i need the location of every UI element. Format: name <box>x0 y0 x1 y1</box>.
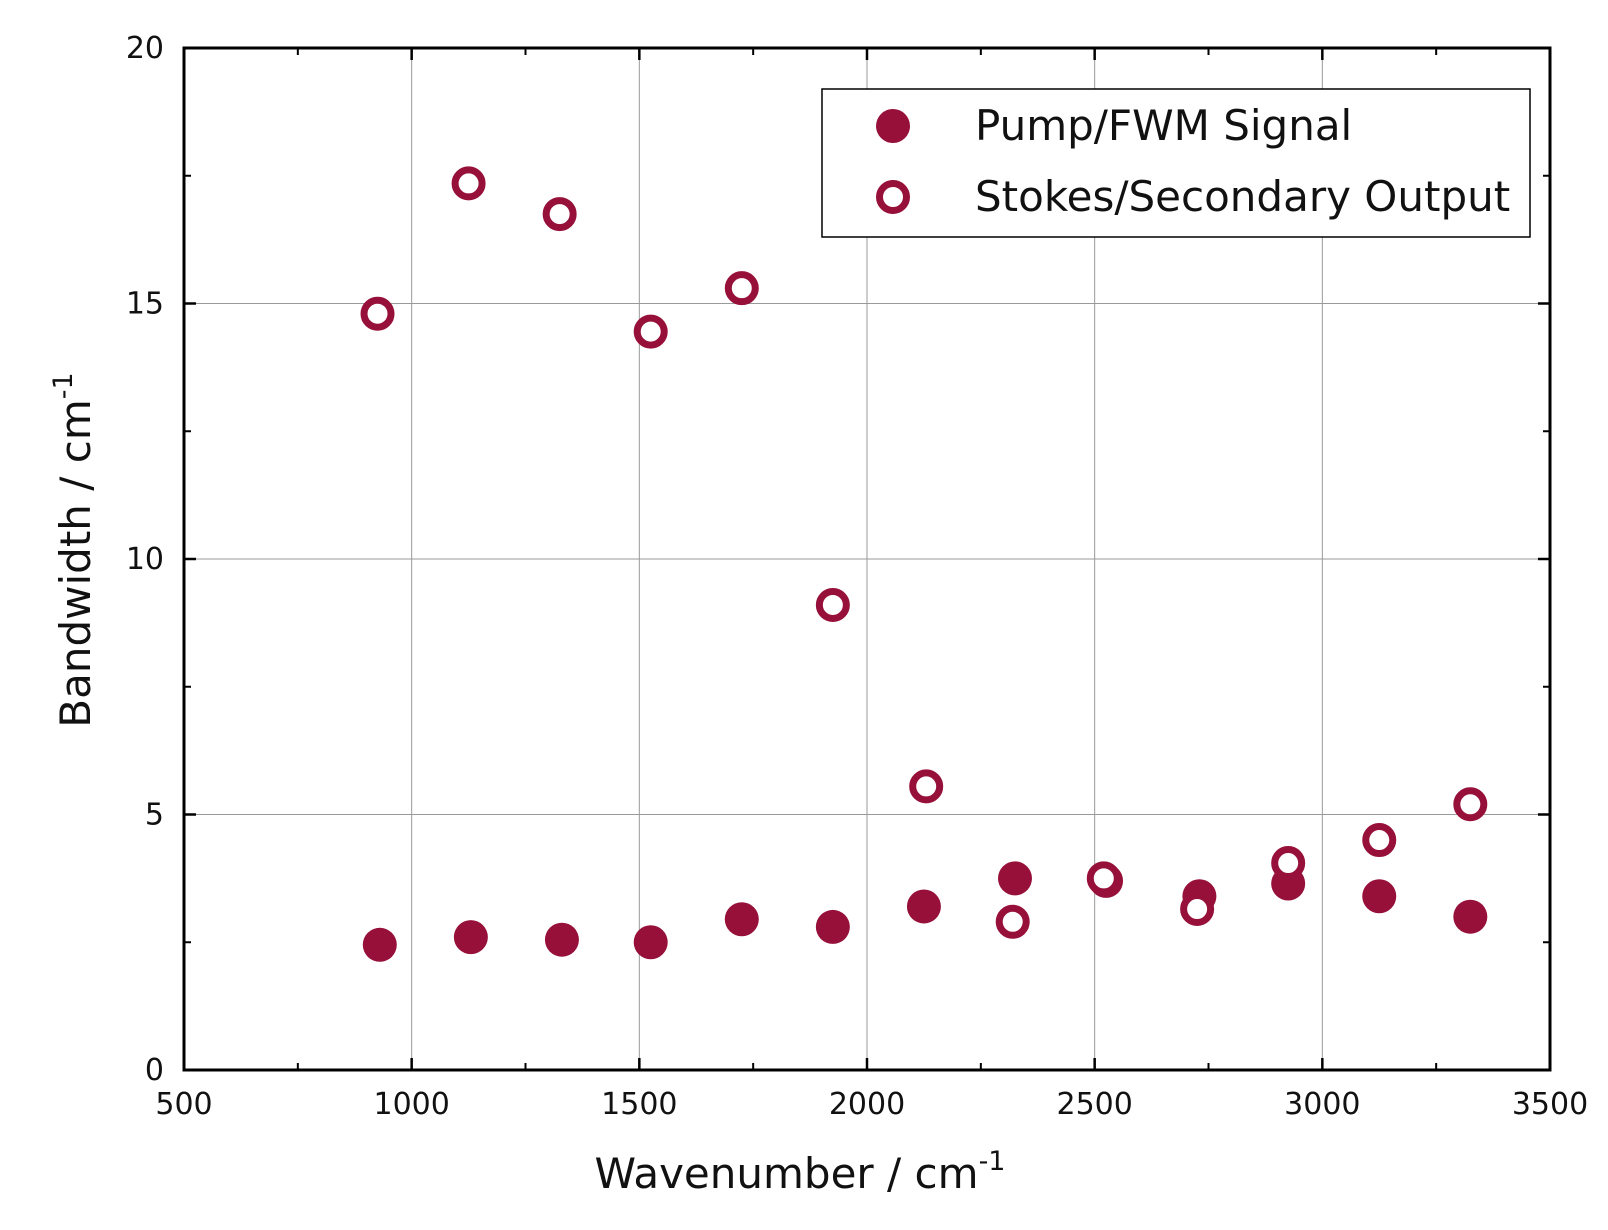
x-tick-label: 3500 <box>1512 1087 1588 1122</box>
legend-label-pump: Pump/FWM Signal <box>975 101 1352 150</box>
stokes-output-point <box>909 769 944 804</box>
pump-signal-point <box>544 922 579 957</box>
x-tick-label: 3000 <box>1284 1087 1360 1122</box>
y-tick-label: 15 <box>126 287 164 322</box>
pump-signal-point <box>633 925 668 960</box>
stokes-output-point <box>360 296 395 331</box>
plot-frame <box>182 46 1552 1072</box>
stokes-output-point <box>1180 892 1215 927</box>
x-axis-label: Wavenumber / cm-1 <box>595 1146 1006 1198</box>
stokes-output-point <box>995 904 1030 939</box>
x-tick-label: 2500 <box>1056 1087 1132 1122</box>
y-tick-label: 10 <box>126 542 164 577</box>
legend-marker-open <box>876 180 910 214</box>
stokes-output-point <box>1453 787 1488 822</box>
y-tick-label: 5 <box>145 798 164 833</box>
stokes-output-point <box>1362 823 1397 858</box>
x-tick-label: 1500 <box>601 1087 677 1122</box>
y-axis-label: Bandwidth / cm-1 <box>48 372 100 727</box>
stokes-output-point <box>815 587 850 622</box>
y-tick-label: 0 <box>145 1053 164 1088</box>
x-axis-label-text: Wavenumber / cm <box>595 1149 979 1198</box>
y-tick-label: 20 <box>126 31 164 66</box>
pump-signal-point <box>815 909 850 944</box>
x-tick-label: 500 <box>155 1087 212 1122</box>
stokes-output-point <box>633 314 668 349</box>
stokes-output-point <box>1086 861 1121 896</box>
pump-signal-point <box>724 902 759 937</box>
y-axis-label-superscript: -1 <box>48 372 79 399</box>
stokes-output-point <box>724 271 759 306</box>
pump-signal-point <box>997 861 1032 896</box>
x-tick-label: 2000 <box>829 1087 905 1122</box>
pump-signal-point <box>1453 899 1488 934</box>
pump-signal-point <box>453 920 488 955</box>
tick-labels: 500 1000 1500 2000 2500 3000 3500 0 5 10 15 20 <box>126 31 1588 1122</box>
legend-label-stokes: Stokes/Secondary Output <box>975 172 1510 221</box>
pump-signal-point <box>906 889 941 924</box>
stokes-output-point <box>542 197 577 232</box>
legend: Pump/FWM Signal Stokes/Secondary Output <box>821 88 1531 238</box>
legend-marker-filled <box>876 109 910 143</box>
legend-box <box>821 88 1531 238</box>
y-axis-label-text: Bandwidth / cm <box>51 399 100 727</box>
x-tick-label: 1000 <box>373 1087 449 1122</box>
pump-signal-point <box>1362 879 1397 914</box>
stokes-output-point <box>451 166 486 201</box>
data-points <box>360 166 1488 962</box>
x-axis-label-superscript: -1 <box>979 1146 1006 1177</box>
stokes-output-point <box>1271 846 1306 881</box>
pump-signal-point <box>362 927 397 962</box>
